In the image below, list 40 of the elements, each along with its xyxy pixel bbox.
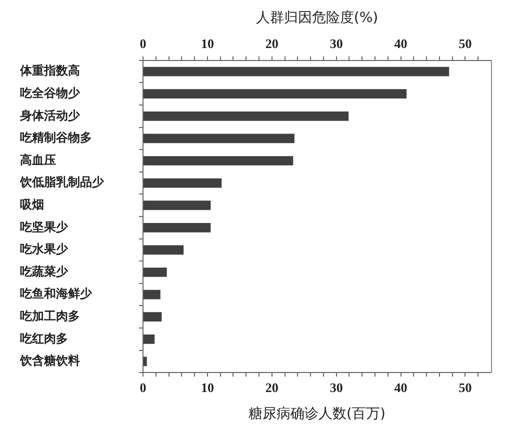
bar: [144, 178, 222, 188]
y-tick-label: 吃红肉多: [20, 331, 68, 346]
x2-tick-label: 50: [458, 36, 472, 51]
x2-tick-label: 30: [330, 36, 343, 51]
x-tick-label: 10: [200, 380, 214, 395]
y-tick-label: 高血压: [20, 152, 56, 167]
bar: [144, 334, 155, 344]
bar: [144, 156, 294, 166]
y-tick-label: 吃鱼和海鲜少: [20, 286, 93, 301]
x2-tick-label: 0: [140, 36, 146, 51]
y-tick-label: 吃精制谷物多: [20, 130, 92, 145]
x-tick-label: 0: [140, 380, 146, 395]
y-tick-label: 身体活动少: [19, 108, 81, 122]
y-tick-label: 体重指数高: [19, 64, 80, 78]
bar: [144, 290, 160, 300]
bar: [144, 222, 211, 232]
x2-tick-label: 10: [200, 36, 214, 51]
bar: [144, 268, 167, 277]
bar: [144, 356, 147, 366]
x2-tick-label: 40: [394, 36, 408, 51]
y-tick-label: 吃水果少: [20, 242, 69, 256]
x2-tick-label: 20: [265, 36, 278, 51]
bar: [144, 66, 450, 76]
bar: [144, 245, 184, 255]
x2-axis-title: 人群归因危险度(%): [256, 10, 378, 26]
y-tick-label: 吸烟: [20, 197, 44, 212]
x-tick-label: 50: [458, 380, 472, 395]
y-tick-label: 吃坚果少: [20, 220, 69, 234]
y-tick-label: 吃全谷物少: [20, 86, 81, 100]
x-tick-label: 30: [330, 380, 343, 395]
bar: [144, 200, 211, 210]
bar: [144, 89, 407, 99]
bar: [144, 312, 162, 322]
x-axis-title: 糖尿病确诊人数(百万): [248, 406, 386, 422]
y-tick-label: 吃加工肉多: [20, 308, 80, 323]
bar: [144, 134, 294, 144]
bar: [144, 111, 349, 121]
y-tick-label: 吃蔬菜少: [20, 264, 69, 278]
x-tick-label: 40: [394, 380, 408, 395]
x-tick-label: 20: [265, 380, 278, 395]
